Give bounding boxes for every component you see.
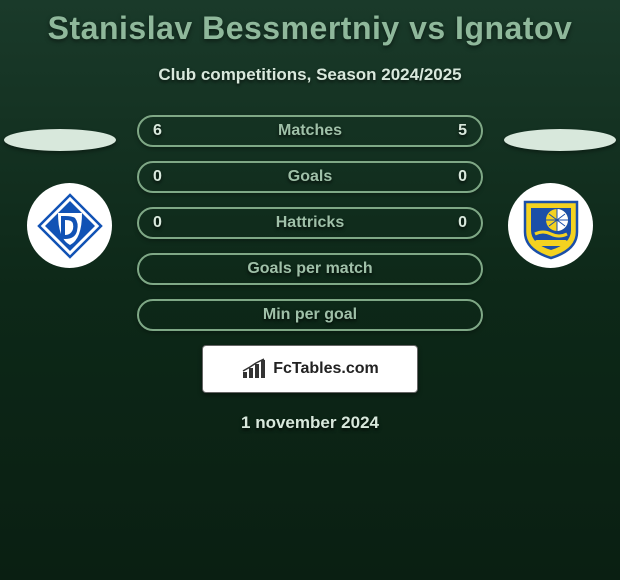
- stat-row-goals-per-match: Goals per match: [137, 253, 483, 285]
- left-team-badge: [27, 183, 112, 268]
- stat-label: Matches: [139, 122, 481, 140]
- right-player-ellipse: [504, 129, 616, 151]
- date-label: 1 november 2024: [0, 413, 620, 433]
- stat-label: Hattricks: [139, 214, 481, 232]
- stat-row-hattricks: 0 Hattricks 0: [137, 207, 483, 239]
- right-team-badge: [508, 183, 593, 268]
- left-player-ellipse: [4, 129, 116, 151]
- stat-label: Goals per match: [139, 260, 481, 278]
- dinamo-crest-icon: [35, 191, 105, 261]
- stat-label: Goals: [139, 168, 481, 186]
- comparison-panel: 6 Matches 5 0 Goals 0 0 Hattricks 0 Goal…: [0, 115, 620, 433]
- stat-row-goals: 0 Goals 0: [137, 161, 483, 193]
- subtitle: Club competitions, Season 2024/2025: [0, 65, 620, 85]
- stat-label: Min per goal: [139, 306, 481, 324]
- chart-icon: [241, 358, 267, 380]
- page-title: Stanislav Bessmertniy vs Ignatov: [0, 0, 620, 47]
- brand-box[interactable]: FcTables.com: [202, 345, 418, 393]
- stat-row-matches: 6 Matches 5: [137, 115, 483, 147]
- stats-rows: 6 Matches 5 0 Goals 0 0 Hattricks 0 Goal…: [137, 115, 483, 331]
- stat-row-min-per-goal: Min per goal: [137, 299, 483, 331]
- brand-label: FcTables.com: [273, 360, 379, 378]
- rostov-crest-icon: [515, 190, 587, 262]
